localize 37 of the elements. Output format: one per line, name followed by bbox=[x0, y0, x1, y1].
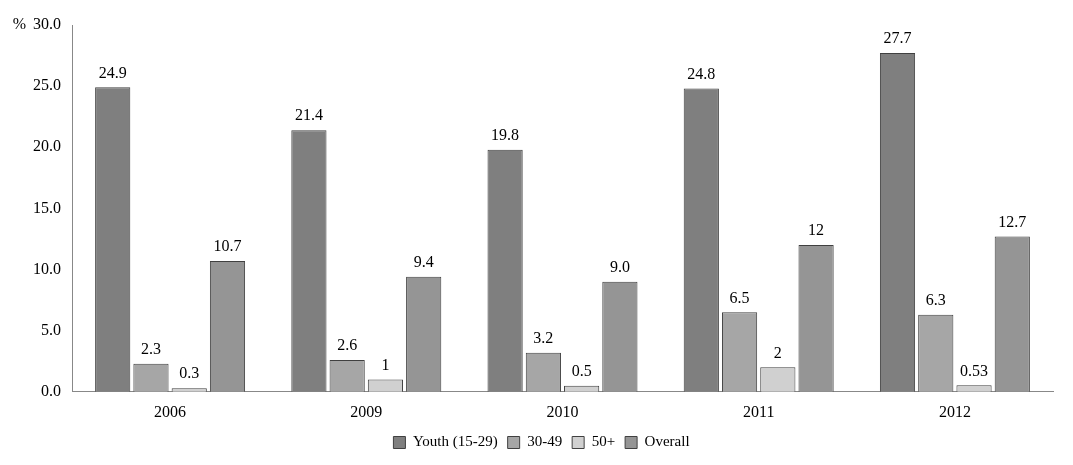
data-label: 12.7 bbox=[998, 212, 1027, 230]
y-tick-label: 10.0 bbox=[33, 259, 61, 277]
data-label: 2.3 bbox=[140, 339, 161, 357]
y-tick-label: 5.0 bbox=[41, 320, 61, 338]
legend-label: Overall bbox=[644, 433, 690, 450]
data-label: 21.4 bbox=[294, 106, 323, 124]
data-label: 0.5 bbox=[571, 361, 592, 379]
data-label: 2.6 bbox=[337, 336, 358, 354]
y-tick-label: 0.0 bbox=[41, 382, 61, 399]
data-label: 6.5 bbox=[729, 288, 750, 306]
x-tick-label: 2012 bbox=[938, 402, 971, 420]
data-label: 2 bbox=[773, 343, 782, 361]
data-label: 6.3 bbox=[925, 290, 946, 308]
legend-label: 30-49 bbox=[527, 433, 563, 450]
data-label: 9.4 bbox=[413, 253, 434, 271]
x-tick-label: 2009 bbox=[350, 402, 383, 420]
y-tick-label: 25.0 bbox=[33, 76, 61, 94]
data-label: 3.2 bbox=[533, 328, 554, 346]
data-label: 27.7 bbox=[883, 29, 912, 47]
legend-label: Youth (15-29) bbox=[412, 433, 498, 451]
y-tick-label: 30.0 bbox=[33, 15, 61, 33]
data-label: 0.53 bbox=[960, 361, 989, 379]
y-tick-label: 20.0 bbox=[33, 137, 61, 155]
x-tick-label: 2011 bbox=[743, 402, 775, 420]
legend-label: 50+ bbox=[591, 433, 616, 450]
data-label: 24.9 bbox=[98, 63, 127, 81]
x-tick-label: 2010 bbox=[546, 402, 579, 420]
data-label: 19.8 bbox=[491, 125, 520, 143]
data-label: 10.7 bbox=[213, 237, 242, 255]
data-label: 12 bbox=[808, 221, 825, 239]
data-label: 9.0 bbox=[609, 257, 630, 275]
y-axis-title: % bbox=[12, 15, 26, 33]
y-tick-label: 15.0 bbox=[33, 198, 61, 216]
x-tick-label: 2006 bbox=[154, 402, 187, 420]
data-label: 0.3 bbox=[179, 364, 200, 382]
data-label: 1 bbox=[381, 355, 390, 373]
data-label: 24.8 bbox=[687, 64, 716, 82]
